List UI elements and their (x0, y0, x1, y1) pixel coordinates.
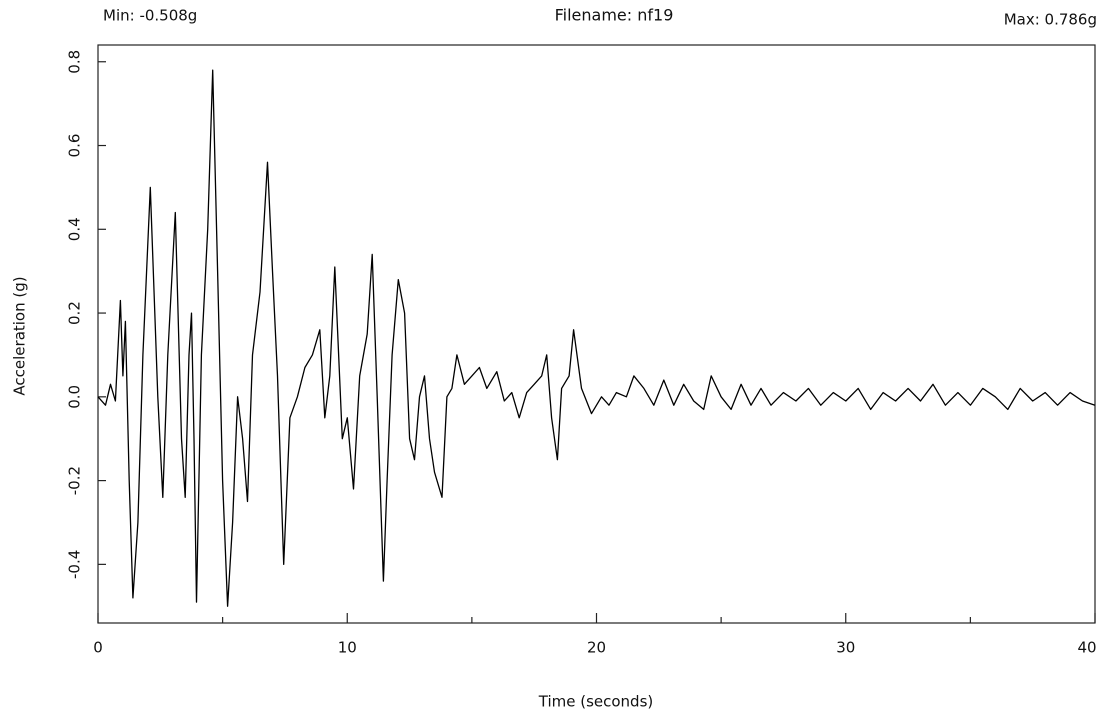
plot-frame (97, 44, 1096, 624)
y-tick-label: 0.4 (66, 217, 84, 241)
min-label: Min: -0.508g (103, 7, 197, 25)
y-tick-label: 0.6 (66, 134, 84, 158)
x-tick-label: 0 (93, 639, 103, 657)
x-tick-label: 30 (836, 639, 855, 657)
y-axis-title: Acceleration (g) (11, 276, 29, 395)
x-tick-label: 10 (338, 639, 357, 657)
data-line (97, 69, 1096, 607)
y-tick-label: -0.4 (66, 550, 84, 579)
y-tick-label: 0.2 (66, 301, 84, 325)
x-tick-label: 20 (587, 639, 606, 657)
max-label: Max: 0.786g (1004, 11, 1097, 29)
y-tick-label: 0.0 (66, 385, 84, 409)
y-tick-label: -0.2 (66, 466, 84, 495)
chart-title: Filename: nf19 (555, 6, 674, 25)
x-tick-label: 40 (1077, 639, 1096, 657)
y-tick-label: 0.8 (66, 50, 84, 74)
x-axis-title: Time (seconds) (538, 693, 654, 711)
